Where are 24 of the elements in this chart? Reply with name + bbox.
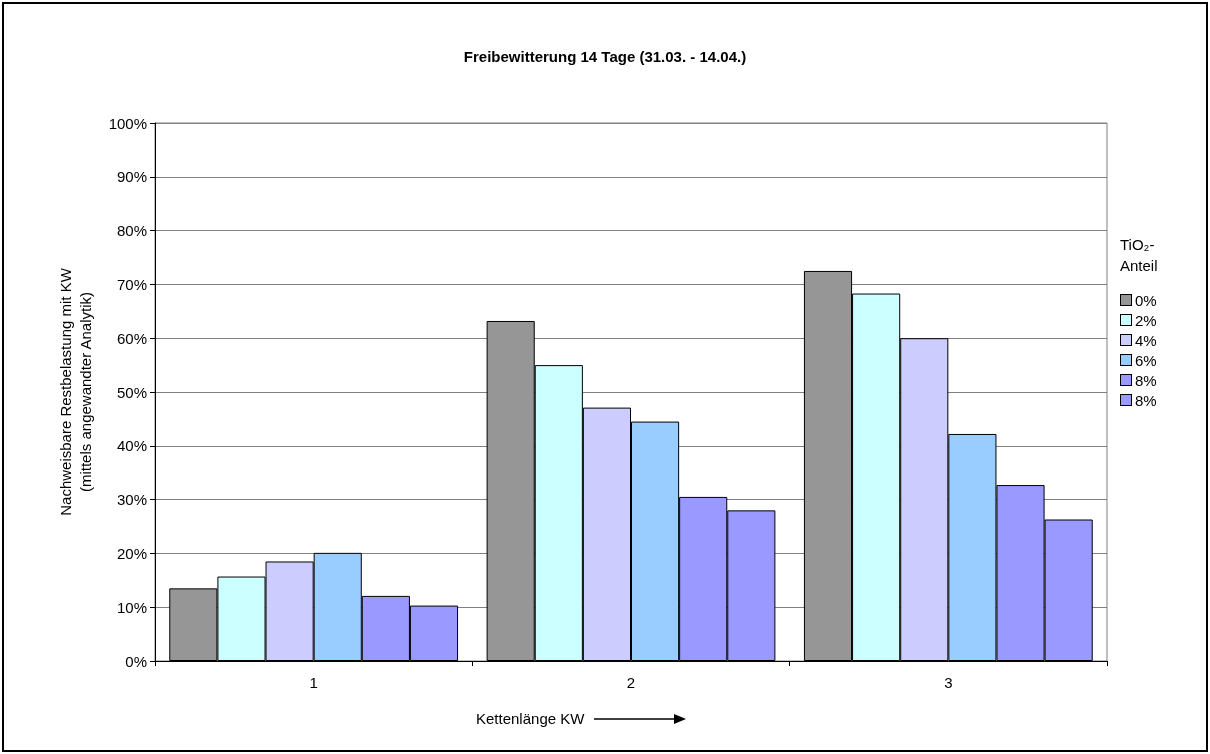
legend-label: 2% [1135,311,1157,329]
y-tick-label: 40% [116,437,147,455]
y-tick-label: 20% [116,544,147,562]
x-tick-label: 2 [626,674,636,691]
y-tick-label: 100% [108,114,147,132]
legend-label: 4% [1135,331,1157,349]
y-tick-label: 80% [116,222,147,240]
y-tick-label: 90% [116,168,147,186]
chart-title: Freibewitterung 14 Tage (31.03. - 14.04.) [463,48,747,65]
y-tick-label: 10% [116,598,147,616]
x-axis-title: Kettenlänge KW [476,710,585,727]
y-tick-label: 30% [116,491,147,509]
legend-title: TiO₂-Anteil [1120,235,1158,276]
x-tick-label: 3 [944,674,953,691]
legend-label: 8% [1135,371,1157,389]
y-tick-label: 70% [116,275,147,293]
y-tick-label: 60% [116,329,147,347]
y-axis-title: Nachweisbare Restbelastung mit KW (mittels angewandter Analytik) [56,267,94,516]
legend-label: 6% [1135,351,1157,369]
y-tick-label: 0% [125,652,147,670]
x-tick-label: 1 [309,674,318,691]
y-tick-label: 50% [116,383,147,401]
legend-label: 8% [1135,391,1157,409]
legend-label: 0% [1135,291,1157,309]
